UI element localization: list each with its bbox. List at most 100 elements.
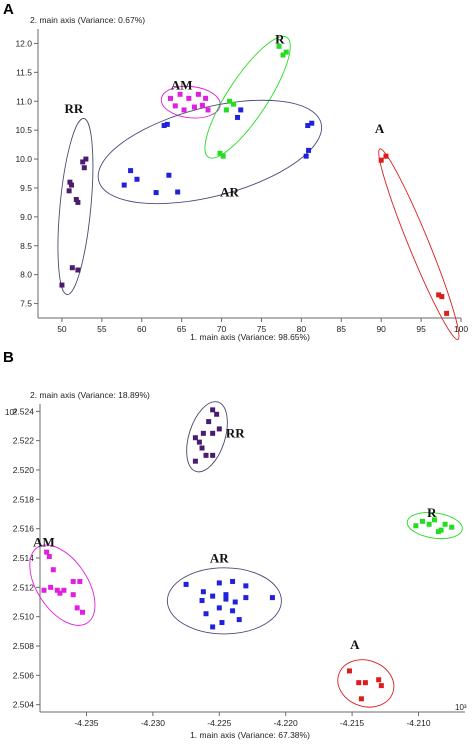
panel-b-point-a <box>362 680 368 686</box>
panel-a-point-rr <box>75 267 81 273</box>
panel-a: A 2. main axis (Variance: 0.67%) 1. main… <box>3 1 468 342</box>
panel-b-ellipse-a <box>337 659 395 708</box>
panel-b-point-ar <box>223 592 229 598</box>
panel-b-x-tick-label: -4.225 <box>207 718 231 728</box>
panel-b-point-r <box>438 527 444 533</box>
panel-b-group-labels: RR AM R AR A <box>33 426 437 652</box>
panel-b-point-ar <box>223 596 229 602</box>
panel-a-ellipse-am <box>160 85 221 119</box>
panel-a-y-tick-label: 11.5 <box>16 67 32 77</box>
panel-a-point-ar <box>306 147 312 153</box>
panel-a-point-r <box>223 107 229 113</box>
panel-a-point-am <box>186 95 192 101</box>
panel-b-y-exponent: 10³ <box>5 408 17 417</box>
panel-a-point-r <box>283 49 289 55</box>
panel-a-point-am <box>172 103 178 109</box>
panel-a-point-rr <box>80 159 86 165</box>
panel-b-point-ar <box>216 605 222 611</box>
panel-b-point-rr <box>206 419 212 425</box>
panel-a-y-tick-label: 9.0 <box>20 212 32 222</box>
panel-a-point-ar <box>161 123 167 129</box>
panel-a-x-tick-label: 85 <box>337 324 347 334</box>
panel-a-label-ar: AR <box>220 185 239 200</box>
panel-a-point-rr <box>69 182 75 188</box>
panel-b-y-tick-label: 2.524 <box>13 406 35 416</box>
panel-a-point-rr <box>69 265 75 271</box>
panel-b-point-am <box>46 554 52 560</box>
panel-b-x-tick-label: -4.235 <box>74 718 98 728</box>
panel-b-point-rr <box>200 430 206 436</box>
panel-a-x-tick-label: 70 <box>217 324 227 334</box>
panel-b-label-am: AM <box>33 534 55 549</box>
panel-a-x-tick-label: 55 <box>97 324 107 334</box>
panel-a-point-am <box>177 91 183 97</box>
panel-a-point-rr <box>73 197 79 203</box>
panel-b-point-am <box>54 587 60 593</box>
panel-b-point-ar <box>236 617 242 623</box>
panel-b-letter: B <box>3 349 14 366</box>
panel-a-x-tick-label: 50 <box>57 324 67 334</box>
panel-b-ellipse-r <box>406 512 463 540</box>
panel-b-y-tick-label: 2.510 <box>13 612 35 622</box>
panel-b-point-rr <box>216 426 222 432</box>
panel-a-point-r <box>280 52 286 58</box>
panel-b-point-ar <box>219 620 225 626</box>
panel-b-label-ar: AR <box>210 550 229 565</box>
panel-b-point-a <box>346 668 352 674</box>
panel-b-x-tick-label: -4.215 <box>340 718 364 728</box>
panel-b-point-ar <box>243 595 249 601</box>
panel-a-label-am: AM <box>171 78 193 93</box>
panel-a-label-a: A <box>375 121 385 136</box>
panel-b-x-axis-title: 1. main axis (Variance: 67.38%) <box>190 730 310 740</box>
panel-a-y-tick-label: 9.5 <box>20 183 32 193</box>
panel-b-point-ar <box>203 611 209 617</box>
panel-b-point-a <box>376 677 382 683</box>
panel-b-point-ar <box>210 593 216 599</box>
panel-a-point-am <box>191 104 197 110</box>
panel-b-point-ar <box>243 583 249 589</box>
panel-b-ellipse-ar <box>166 567 282 635</box>
panel-b-y-tick-label: 2.512 <box>13 582 35 592</box>
panel-a-point-ar <box>238 107 244 113</box>
panel-b-point-rr <box>192 458 198 464</box>
panel-a-point-am <box>199 102 205 108</box>
panel-b-point-am <box>77 578 83 584</box>
panel-a-ellipse-a <box>378 148 460 341</box>
panel-b-point-am <box>44 549 50 555</box>
panel-b-ellipse-am <box>29 544 96 626</box>
panel-a-point-ar <box>309 120 315 126</box>
panel-a-x-tick-label: 100 <box>454 324 468 334</box>
panel-b-point-am <box>41 587 47 593</box>
panel-a-x-tick-label: 90 <box>376 324 386 334</box>
panel-b-point-r <box>449 524 455 530</box>
panel-b-point-rr <box>196 439 202 445</box>
panel-a-y-tick-label: 8.5 <box>20 241 32 251</box>
panel-a-point-ar <box>134 176 140 182</box>
panel-b-y-tick-label: 2.522 <box>13 436 35 446</box>
panel-a-label-r: R <box>275 31 285 46</box>
panel-a-ellipses <box>57 35 460 341</box>
panel-b-x-tick-label: -4.230 <box>141 718 165 728</box>
panel-a-x-tick-label: 95 <box>416 324 426 334</box>
panel-a-letter: A <box>3 1 14 18</box>
panel-a-point-am <box>205 107 211 113</box>
panel-a-point-r <box>231 101 237 107</box>
panel-b-point-am <box>80 609 85 615</box>
panel-a-point-ar <box>128 168 134 174</box>
panel-b-point-am <box>50 567 56 573</box>
panel-b-point-ar <box>216 580 222 586</box>
panel-a-point-a <box>444 310 450 316</box>
panel-a-x-tick-label: 65 <box>177 324 187 334</box>
panel-b-point-a <box>356 680 362 686</box>
panel-b-point-r <box>426 521 432 527</box>
panel-a-point-r <box>220 153 226 159</box>
panel-a-point-rr <box>75 199 81 205</box>
panel-b-y-tick-label: 2.504 <box>13 700 35 710</box>
panel-a-ellipse-r <box>204 35 291 159</box>
panel-a-y-tick-label: 8.0 <box>20 270 32 280</box>
panel-a-y-tick-label: 10.0 <box>15 154 32 164</box>
panel-b-point-r <box>431 517 437 523</box>
panel-b-y-tick-label: 2.514 <box>13 553 35 563</box>
panel-b-point-ar <box>200 589 206 595</box>
panel-b-point-r <box>435 529 441 535</box>
